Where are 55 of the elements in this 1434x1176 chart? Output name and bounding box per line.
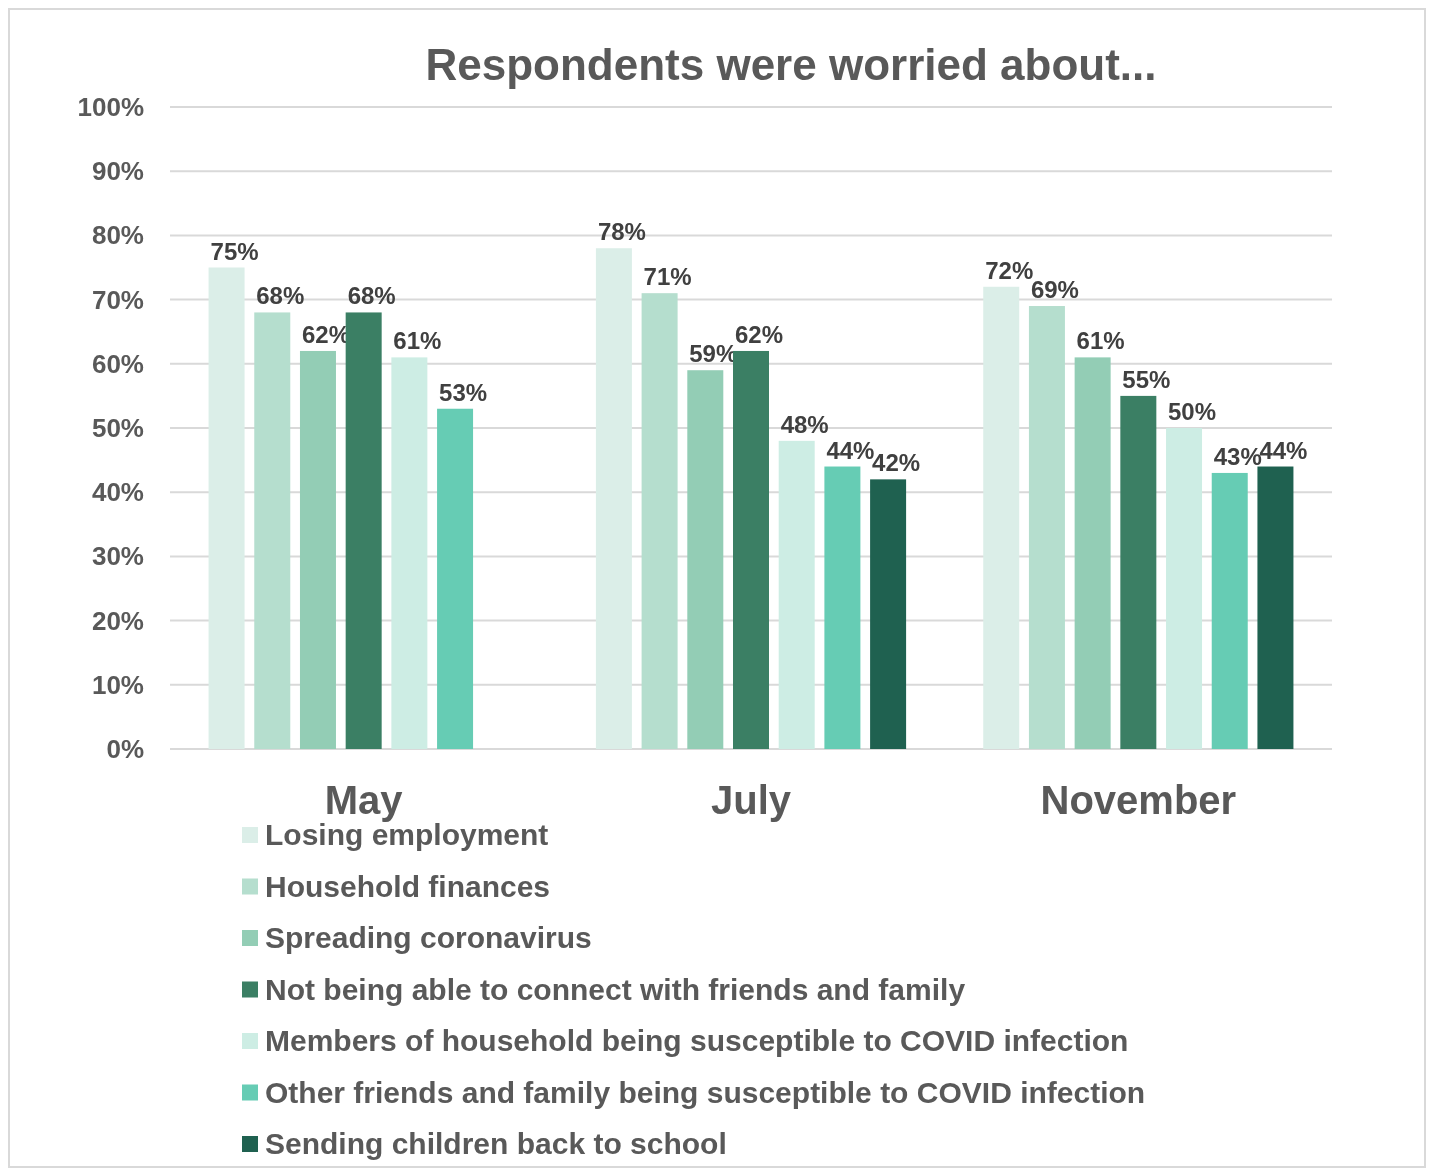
bar (733, 350, 769, 749)
bar (1257, 466, 1294, 749)
bar (345, 312, 382, 749)
bar (391, 357, 428, 749)
bar (595, 248, 632, 749)
bar (254, 312, 291, 749)
legend-label: Household finances (265, 869, 551, 903)
data-label: 48% (780, 410, 829, 438)
y-tick-label: 20% (91, 605, 144, 636)
data-label: 75% (210, 237, 259, 265)
bar (1211, 472, 1248, 749)
y-tick-label: 10% (91, 669, 144, 700)
bar (208, 267, 245, 749)
bar (824, 466, 861, 749)
data-label: 50% (1168, 398, 1217, 425)
y-tick-label: 100% (77, 92, 144, 122)
data-label: 61% (393, 327, 442, 355)
bar (1028, 306, 1065, 749)
y-tick-label: 80% (91, 220, 144, 251)
data-label: 62% (734, 320, 784, 348)
data-label: 78% (597, 218, 646, 246)
data-label: 68% (256, 282, 305, 310)
bar (437, 408, 474, 749)
data-label: 61% (1076, 327, 1125, 355)
y-tick-label: 90% (91, 156, 144, 187)
y-tick-label: 0% (106, 734, 144, 764)
x-tick-label: November (1040, 778, 1237, 822)
bar (1120, 395, 1157, 749)
bar (1074, 357, 1111, 749)
legend-label: Members of household being susceptible to COVID infection (265, 1024, 1129, 1057)
data-label: 55% (1122, 365, 1171, 393)
bar (299, 350, 336, 749)
chart-title: Respondents were worried about... (425, 40, 1157, 89)
x-tick-label: July (710, 778, 792, 822)
y-tick-label: 50% (91, 413, 144, 443)
legend-label: Not being able to connect with friends and family (265, 972, 966, 1006)
legend-label: Spreading coronavirus (265, 921, 592, 954)
bar (870, 479, 907, 749)
bar (778, 440, 815, 749)
data-label: 53% (439, 378, 488, 406)
legend-label: Sending children back to school (265, 1127, 727, 1160)
y-tick-label: 30% (91, 541, 144, 572)
y-tick-label: 60% (91, 348, 144, 379)
data-label: 71% (643, 263, 692, 291)
bar (1166, 428, 1203, 749)
bar (983, 286, 1020, 749)
y-tick-label: 70% (91, 284, 144, 315)
data-label: 43% (1213, 442, 1262, 470)
data-label: 68% (347, 282, 396, 310)
data-label: 72% (985, 256, 1034, 284)
x-tick-label: May (324, 778, 404, 822)
bar (641, 293, 678, 749)
y-tick-label: 40% (91, 477, 144, 508)
bar (687, 370, 724, 749)
legend-label: Other friends and family being susceptible to COVID infection (265, 1075, 1146, 1109)
